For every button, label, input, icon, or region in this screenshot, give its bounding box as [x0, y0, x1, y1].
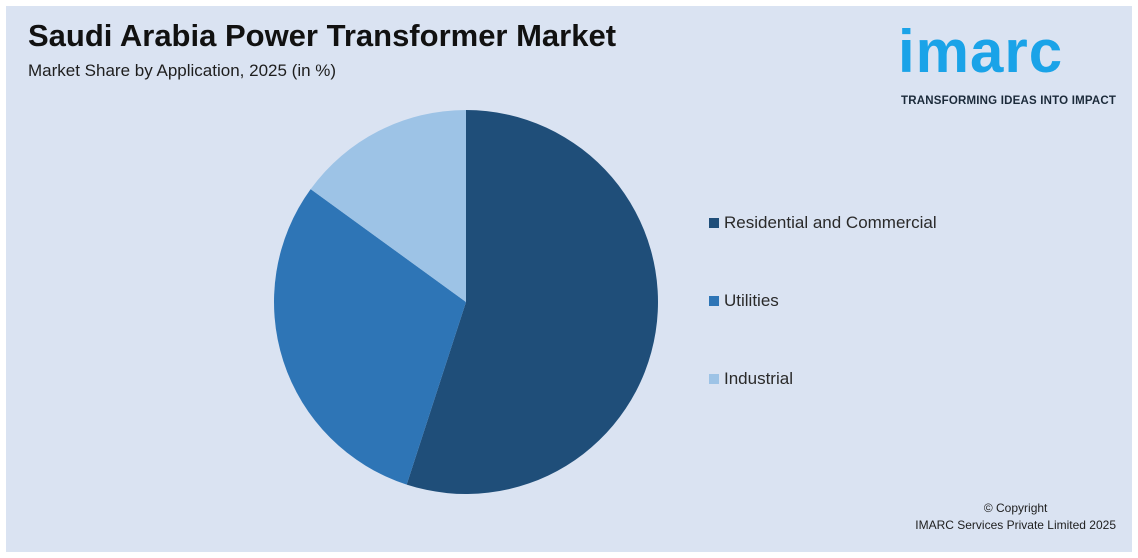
pie-slice-utilities — [273, 189, 466, 485]
legend-swatch — [709, 296, 719, 306]
chart-title: Saudi Arabia Power Transformer Market — [28, 18, 617, 53]
pie-slice-residential-and-commercial — [406, 110, 658, 494]
legend-item-residential-and-commercial: Residential and Commercial — [709, 212, 937, 234]
copyright-line-1: © Copyright — [983, 501, 1048, 515]
legend-label: Utilities — [724, 291, 779, 310]
logo-wordmark: imarc — [898, 18, 1064, 85]
chart-subtitle: Market Share by Application, 2025 (in %) — [28, 61, 337, 80]
legend-item-industrial: Industrial — [709, 368, 793, 390]
legend-label: Residential and Commercial — [724, 213, 937, 232]
legend-swatch — [709, 218, 719, 228]
legend-item-utilities: Utilities — [709, 290, 779, 312]
copyright-notice: © Copyright IMARC Services Private Limit… — [915, 500, 1116, 534]
pie-slice-industrial — [310, 110, 466, 302]
legend-swatch — [709, 374, 719, 384]
pie-chart — [273, 110, 658, 494]
imarc-logo: imarc TRANSFORMING IDEAS INTO IMPACT — [898, 12, 1118, 112]
logo-tagline: TRANSFORMING IDEAS INTO IMPACT — [901, 95, 1117, 107]
copyright-line-2: IMARC Services Private Limited 2025 — [915, 518, 1116, 532]
legend-label: Industrial — [724, 369, 793, 388]
